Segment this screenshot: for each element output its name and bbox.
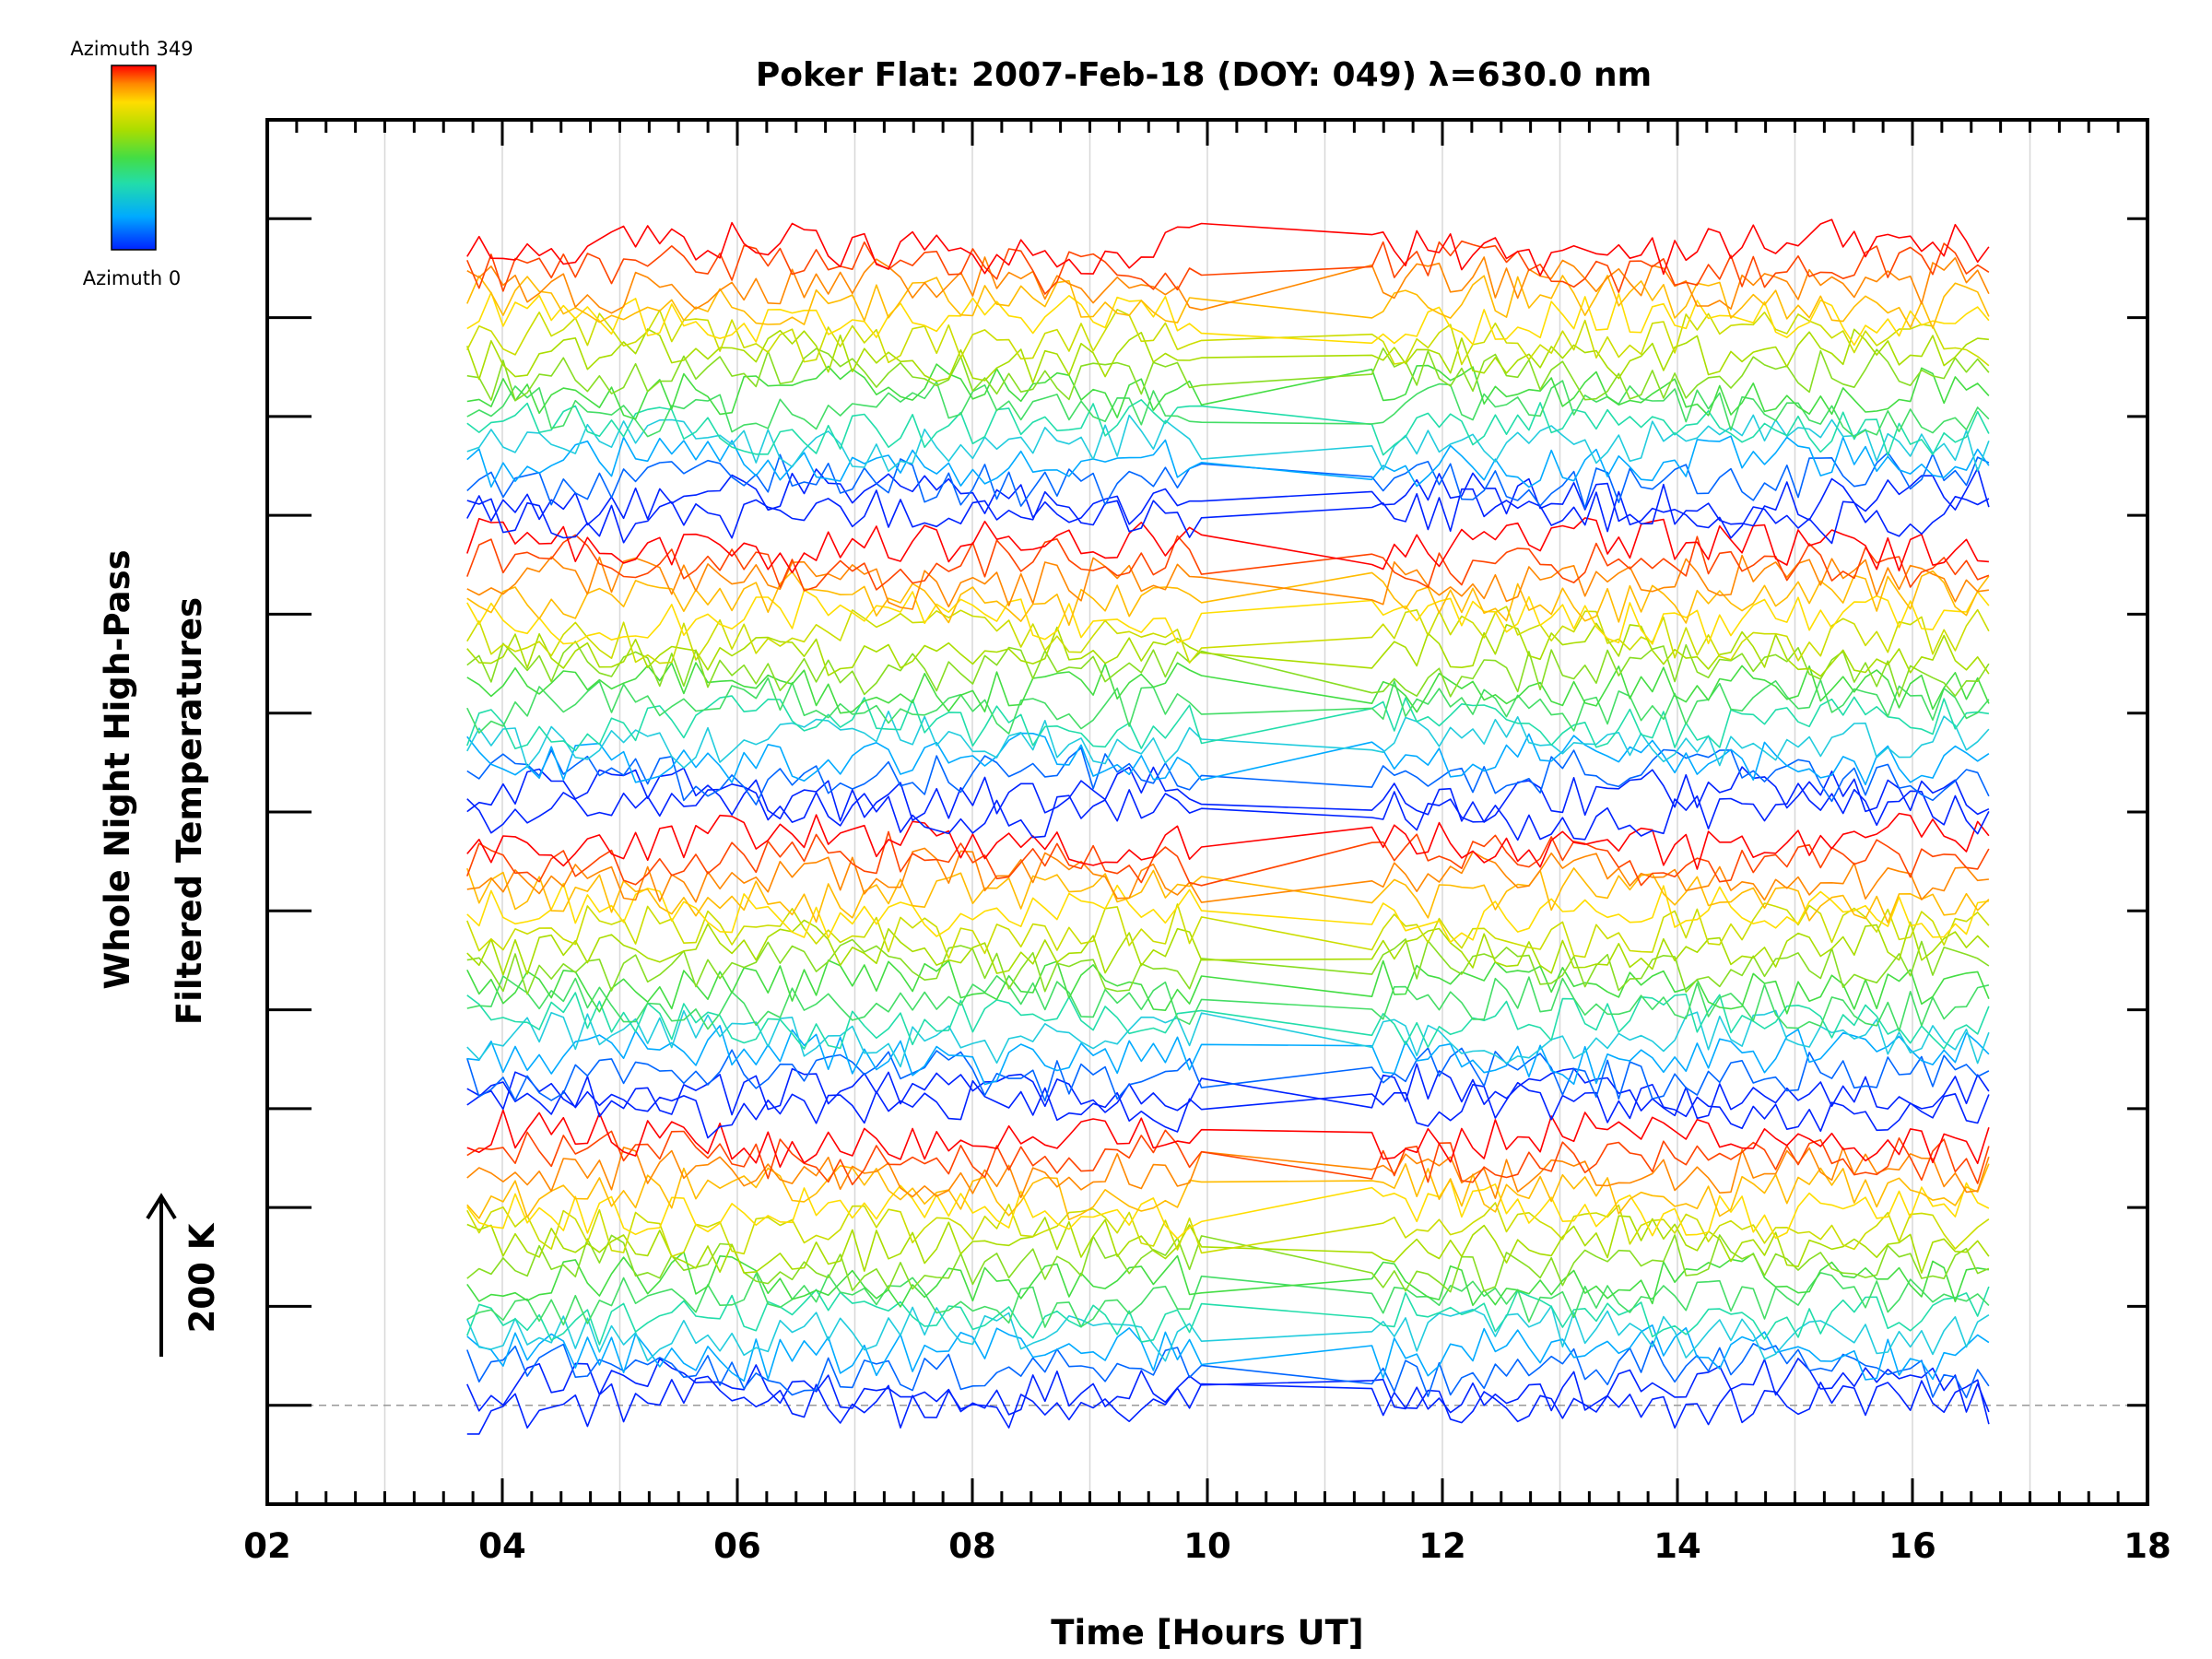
series-line (466, 1063, 1990, 1120)
series-line (466, 938, 1990, 995)
scale-bar-arrow-icon (146, 1193, 177, 1220)
series-line (466, 959, 1990, 1015)
y-axis-label-line2: Filtered Temperatures (170, 597, 209, 1025)
x-axis-label: Time [Hours UT] (1051, 1613, 1363, 1653)
series-line (466, 570, 1990, 627)
x-tick-label: 12 (1418, 1526, 1466, 1566)
series-line (466, 782, 1990, 841)
series-line (466, 812, 1990, 870)
series-line (466, 1163, 1990, 1221)
colorbar: Azimuth 349 Azimuth 0 (70, 38, 193, 289)
x-tick-label: 04 (478, 1526, 526, 1566)
grid (383, 120, 2031, 1504)
series-line (466, 589, 1990, 645)
chart-title: Poker Flat: 2007-Feb-18 (DOY: 049) λ=630… (756, 56, 1652, 94)
series-line (466, 710, 1990, 769)
series-line (466, 1375, 1990, 1435)
series-line (466, 1286, 1990, 1346)
series-line (466, 1358, 1990, 1416)
x-tick-label: 14 (1653, 1526, 1701, 1566)
series-line (466, 1047, 1990, 1102)
series-group (466, 218, 1990, 1435)
series-line (466, 1009, 1990, 1068)
series-line (466, 992, 1990, 1050)
series-line (466, 554, 1990, 610)
series-line (466, 677, 1990, 735)
colorbar-bottom-label: Azimuth 0 (83, 267, 182, 289)
series-line (466, 218, 1990, 276)
series-line (466, 1109, 1990, 1168)
series-line (466, 435, 1990, 488)
series-line (466, 347, 1990, 402)
scale-bar-label: 200 K (182, 1222, 222, 1333)
y-axis-label-line1: Whole Night High-Pass (98, 549, 137, 989)
x-tick-label: 16 (1888, 1526, 1936, 1566)
scale-bar: 200 K (146, 1193, 222, 1357)
series-line (466, 1025, 1990, 1086)
series-line (466, 1305, 1990, 1362)
series-line (466, 1234, 1990, 1293)
series-line (466, 363, 1990, 420)
series-line (466, 1129, 1990, 1186)
series-line (466, 1215, 1990, 1274)
series-line (466, 488, 1990, 545)
x-tick-label: 10 (1183, 1526, 1231, 1566)
series-line (466, 534, 1990, 592)
series-line (466, 830, 1990, 887)
series-line (466, 308, 1990, 367)
x-tick-label: 08 (948, 1526, 996, 1566)
x-tick-label: 06 (713, 1526, 761, 1566)
x-tick-label: 02 (243, 1526, 291, 1566)
series-line (466, 662, 1990, 714)
series-line (466, 1147, 1990, 1199)
colorbar-gradient (111, 65, 157, 251)
series-line (466, 919, 1990, 976)
series-line (466, 1272, 1990, 1328)
series-line (466, 517, 1989, 574)
series-line (466, 1202, 1990, 1257)
series-line (466, 467, 1990, 527)
series-line (466, 882, 1990, 944)
series-line (466, 622, 1990, 677)
series-line (466, 641, 1990, 698)
series-line (466, 606, 1990, 665)
series-line (466, 732, 1990, 786)
series-line (466, 414, 1990, 473)
series-line (466, 1251, 1990, 1308)
series-line (466, 747, 1990, 806)
series-line (466, 452, 1990, 510)
series-line (466, 1080, 1990, 1139)
series-line (466, 240, 1990, 295)
series-line (466, 1340, 1990, 1399)
series-line (466, 380, 1990, 438)
series-line (466, 847, 1989, 903)
series-line (466, 256, 1990, 314)
series-line (466, 695, 1990, 752)
series-line (466, 275, 1990, 329)
x-axis: 02 04 06 08 10 12 14 16 18 (243, 120, 2171, 1566)
y-axis (267, 217, 2147, 1506)
series-line (466, 1179, 1990, 1240)
series-line (466, 328, 1989, 384)
x-tick-label: 18 (2124, 1526, 2171, 1566)
colorbar-top-label: Azimuth 349 (70, 38, 193, 60)
series-line (466, 902, 1990, 959)
series-line (466, 291, 1990, 347)
